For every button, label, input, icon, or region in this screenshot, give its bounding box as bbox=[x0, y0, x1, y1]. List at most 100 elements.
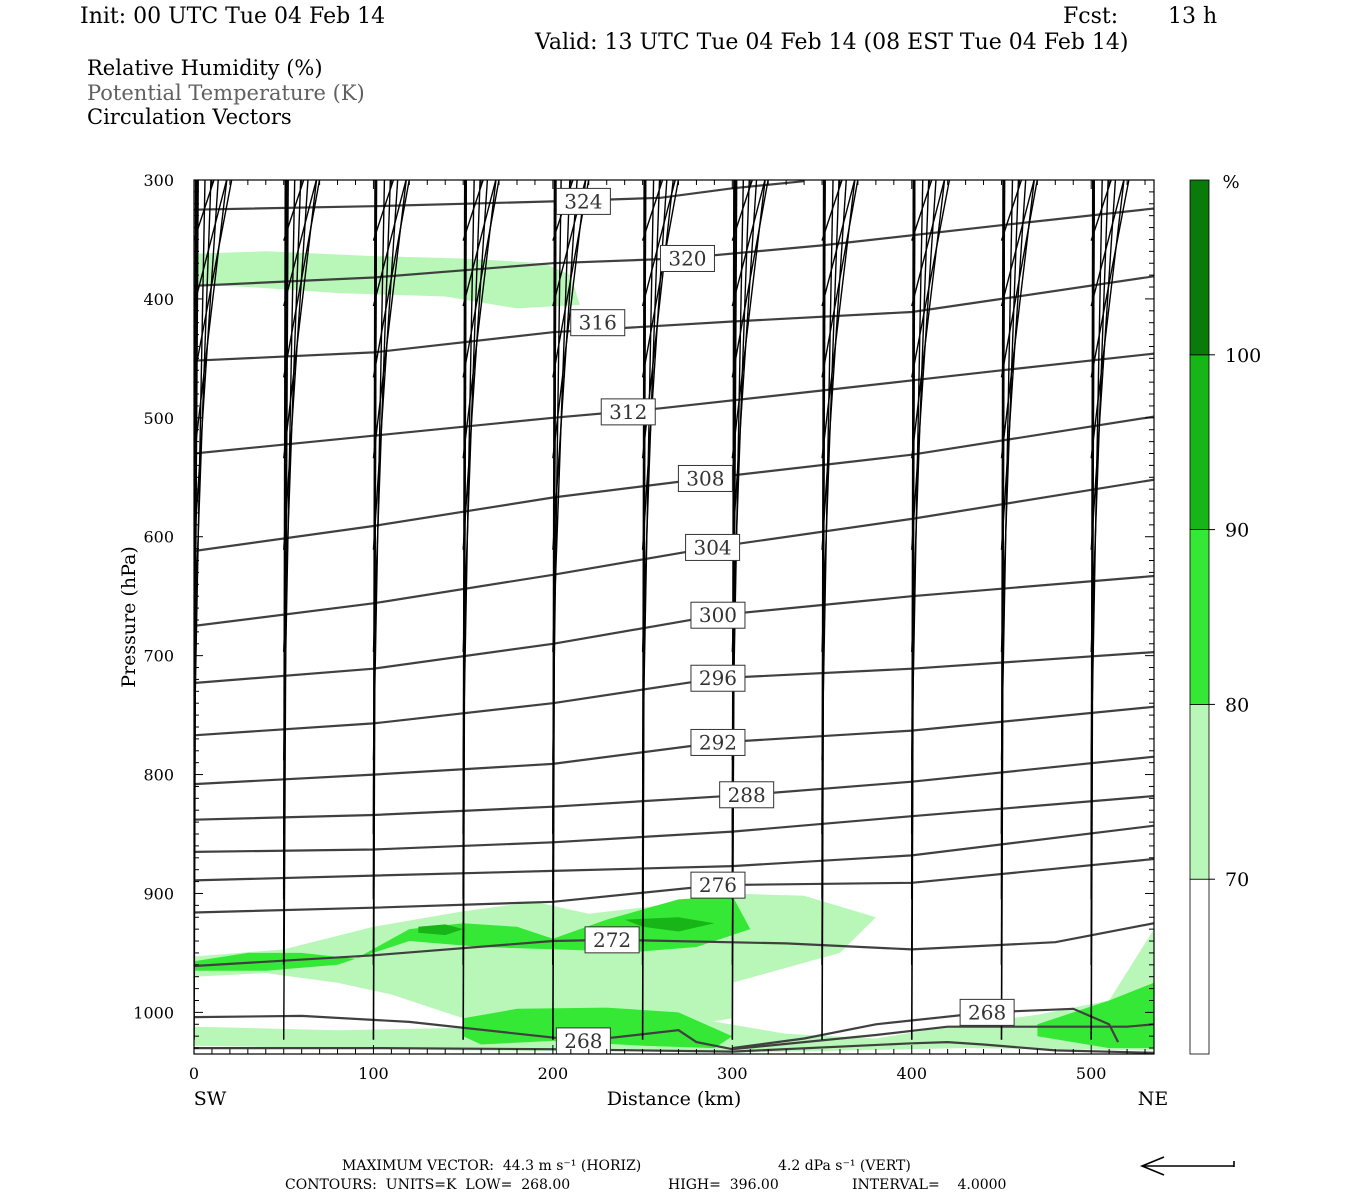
y-tick-label-600: 600 bbox=[143, 528, 174, 547]
colorbar-segment-4 bbox=[1189, 179, 1210, 356]
contour-label-box-304-5 bbox=[685, 533, 741, 561]
vector-3-2 bbox=[372, 180, 407, 459]
isentrope-288-9 bbox=[194, 755, 1154, 821]
vector-1-3 bbox=[462, 180, 497, 307]
y-tick-label-900: 900 bbox=[143, 884, 174, 903]
rh-region-90-100-6 bbox=[418, 924, 464, 936]
contour-label-296-7: 296 bbox=[699, 666, 737, 690]
axis-ticks: 0 100 200 300 400 500 300 400 500 600 700 800 900 100… bbox=[133, 171, 1154, 1083]
vector-1-8 bbox=[911, 180, 946, 307]
vector-0-1 bbox=[283, 180, 305, 241]
colorbar: % 70 80 90 100 bbox=[1189, 172, 1261, 1055]
vector-10-9 bbox=[1000, 180, 1006, 1040]
contour-interval: INTERVAL= 4.0000 bbox=[852, 1177, 1007, 1193]
forecast-label: Fcst: bbox=[1063, 4, 1119, 29]
max-vector-vertical: 4.2 dPa s⁻¹ (VERT) bbox=[778, 1158, 911, 1174]
y-axis-title: Pressure (hPa) bbox=[118, 546, 140, 688]
vector-10-3 bbox=[462, 180, 467, 1040]
vector-3-0 bbox=[194, 180, 228, 459]
isentrope-296-7 bbox=[194, 651, 1154, 737]
vector-6-10 bbox=[1090, 180, 1103, 761]
isentrope-312-3 bbox=[194, 352, 1154, 455]
vector-10-10 bbox=[1090, 180, 1095, 1040]
vector-1-0 bbox=[194, 180, 228, 307]
vector-1-4 bbox=[552, 180, 587, 307]
vector-10-8 bbox=[910, 180, 916, 1040]
contour-label-box-308-4 bbox=[677, 464, 733, 492]
colorbar-label-70: 70 bbox=[1225, 869, 1249, 891]
isentrope-308-4 bbox=[194, 415, 1154, 553]
y-tick-label-300: 300 bbox=[143, 171, 174, 190]
contour-info: CONTOURS: UNITS=K LOW= 268.00 bbox=[285, 1177, 571, 1193]
vector-2-2 bbox=[372, 180, 410, 378]
vector-6-7 bbox=[821, 180, 834, 761]
vector-2-5 bbox=[641, 180, 680, 378]
vector-3-6 bbox=[731, 180, 766, 459]
colorbar-label-80: 80 bbox=[1225, 694, 1249, 716]
colorbar-segment-2 bbox=[1189, 529, 1210, 705]
vector-10-4 bbox=[552, 180, 557, 1040]
vector-10-2 bbox=[372, 180, 378, 1040]
isentrope-304-5 bbox=[194, 478, 1154, 627]
vector-2-7 bbox=[821, 180, 859, 378]
contour-label-box-300-6 bbox=[690, 601, 746, 629]
legend-circulation-vectors: Circulation Vectors bbox=[87, 105, 292, 129]
plot-frame bbox=[193, 179, 1155, 1055]
reference-vector-arrow bbox=[1139, 1156, 1235, 1176]
vector-0-3 bbox=[462, 180, 484, 241]
x-tick-label-400: 400 bbox=[896, 1064, 927, 1083]
vector-0-8 bbox=[911, 180, 933, 241]
vector-1-5 bbox=[641, 180, 676, 307]
contour-label-box-288-9 bbox=[719, 781, 775, 809]
rh-region-80-90-3 bbox=[194, 895, 751, 971]
contour-label-312-3: 312 bbox=[609, 400, 647, 424]
isentrope-272-13 bbox=[194, 922, 1154, 968]
contour-label-272-13: 272 bbox=[593, 928, 631, 952]
x-left-direction-label: SW bbox=[194, 1088, 227, 1110]
legend-potential-temperature: Potential Temperature (K) bbox=[87, 81, 365, 105]
contour-label-304-5: 304 bbox=[693, 535, 731, 559]
isentrope-276-12 bbox=[194, 857, 1154, 914]
contour-label-box-292-8 bbox=[690, 728, 746, 756]
contour-label-276-12: 276 bbox=[699, 873, 737, 897]
relative-humidity-shading bbox=[194, 251, 1154, 1053]
init-time: Init: 00 UTC Tue 04 Feb 14 bbox=[80, 4, 386, 29]
vector-2-6 bbox=[731, 180, 769, 378]
contour-label-288-9: 288 bbox=[728, 783, 766, 807]
vector-1-1 bbox=[283, 180, 318, 307]
vector-3-10 bbox=[1090, 180, 1125, 459]
colorbar-segment-1 bbox=[1189, 704, 1210, 880]
x-right-direction-label: NE bbox=[1138, 1088, 1169, 1110]
colorbar-segment-0 bbox=[1189, 878, 1210, 1055]
vector-0-7 bbox=[821, 180, 843, 241]
vector-1-6 bbox=[731, 180, 766, 307]
vector-6-9 bbox=[1000, 180, 1014, 761]
colorbar-segment-3 bbox=[1189, 354, 1210, 530]
rh-region-80-90-5 bbox=[1037, 982, 1154, 1049]
contour-label-320-1: 320 bbox=[668, 246, 706, 270]
x-tick-label-300: 300 bbox=[717, 1064, 748, 1083]
contour-label-box-316-2 bbox=[570, 309, 626, 337]
vector-3-5 bbox=[641, 180, 674, 459]
vector-0-6 bbox=[731, 180, 754, 241]
contour-label-300-6: 300 bbox=[699, 603, 737, 627]
vector-0-9 bbox=[1000, 180, 1023, 241]
vector-1-7 bbox=[821, 180, 856, 307]
x-axis-title: Distance (km) bbox=[607, 1088, 742, 1110]
y-tick-label-1000: 1000 bbox=[133, 1003, 174, 1022]
contour-label-box-296-7 bbox=[690, 664, 746, 692]
isentrope-292-8 bbox=[194, 705, 1154, 786]
vector-1-2 bbox=[372, 180, 407, 307]
vector-4-4 bbox=[552, 180, 578, 550]
isentrope-316-2 bbox=[194, 275, 1154, 362]
colorbar-label-100: 100 bbox=[1225, 345, 1261, 367]
contour-label-292-8: 292 bbox=[699, 730, 737, 754]
contour-label-box-312-3 bbox=[600, 398, 656, 426]
colorbar-unit: % bbox=[1222, 172, 1239, 193]
vector-3-7 bbox=[821, 180, 856, 459]
contour-high: HIGH= 396.00 bbox=[668, 1177, 779, 1193]
legend-relative-humidity: Relative Humidity (%) bbox=[87, 56, 323, 80]
contour-label-268-15: 268 bbox=[968, 1000, 1006, 1024]
vector-0-5 bbox=[641, 180, 664, 241]
vector-10-5 bbox=[641, 180, 647, 1040]
